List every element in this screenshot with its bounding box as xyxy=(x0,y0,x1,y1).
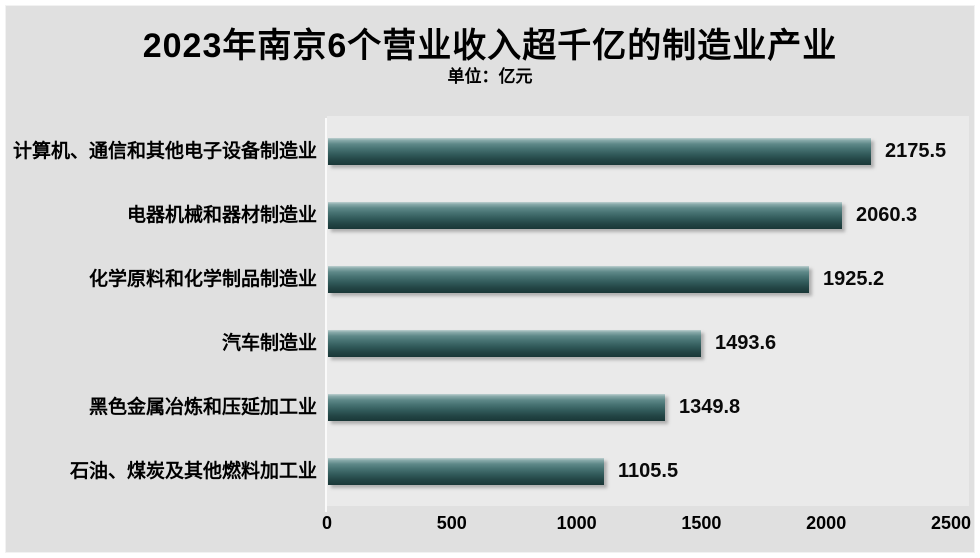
x-tick-label: 2500 xyxy=(930,513,972,533)
category-label: 计算机、通信和其他电子设备制造业 xyxy=(12,141,317,162)
category-label: 黑色金属冶炼和压延加工业 xyxy=(88,397,317,418)
chart-title: 2023年南京6个营业收入超千亿的制造业产业 xyxy=(142,27,838,65)
bar xyxy=(328,138,871,165)
category-label: 石油、煤炭及其他燃料加工业 xyxy=(69,461,317,482)
value-label: 1925.2 xyxy=(823,268,885,290)
x-tick-label: 2000 xyxy=(806,513,847,533)
x-tick-label: 1500 xyxy=(681,513,722,533)
value-label: 2060.3 xyxy=(856,204,918,226)
bar xyxy=(328,458,604,485)
value-label: 1105.5 xyxy=(618,460,679,482)
value-label: 1493.6 xyxy=(715,332,777,354)
category-label: 化学原料和化学制品制造业 xyxy=(88,269,317,290)
bar xyxy=(328,330,701,357)
x-tick-label: 1000 xyxy=(556,513,597,533)
chart-subtitle: 单位：亿元 xyxy=(447,67,533,86)
category-label: 电器机械和器材制造业 xyxy=(126,205,317,226)
x-tick-label: 500 xyxy=(436,513,467,533)
y-axis-line xyxy=(325,118,327,512)
plot-area xyxy=(327,116,969,506)
bar xyxy=(328,394,665,421)
bar xyxy=(328,266,809,293)
category-label: 汽车制造业 xyxy=(221,333,317,354)
value-label: 2175.5 xyxy=(885,140,947,162)
bar xyxy=(328,202,842,229)
value-label: 1349.8 xyxy=(679,396,741,418)
x-tick-label: 0 xyxy=(321,513,333,533)
